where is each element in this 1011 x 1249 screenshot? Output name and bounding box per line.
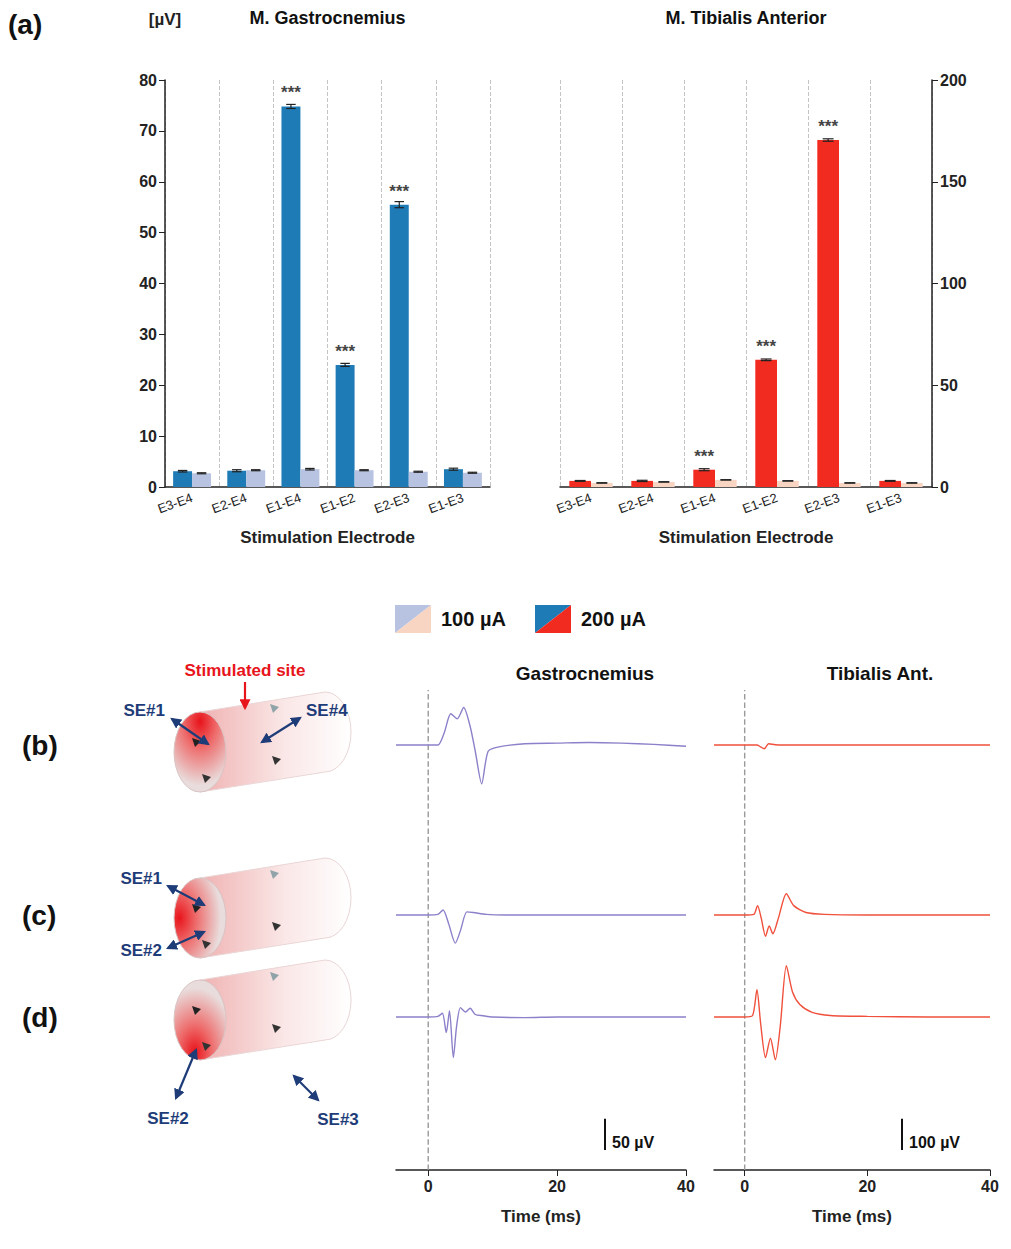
svg-text:40: 40 bbox=[139, 275, 157, 292]
svg-text:***: *** bbox=[756, 337, 776, 356]
svg-text:40: 40 bbox=[981, 1178, 999, 1195]
svg-text:Tibialis Ant.: Tibialis Ant. bbox=[827, 663, 934, 684]
svg-text:200: 200 bbox=[940, 72, 967, 89]
svg-text:100 µV: 100 µV bbox=[909, 1134, 960, 1151]
svg-text:[µV]: [µV] bbox=[149, 10, 181, 29]
svg-text:E1-E2: E1-E2 bbox=[318, 490, 357, 516]
svg-text:SE#1: SE#1 bbox=[120, 869, 162, 888]
svg-text:E3-E4: E3-E4 bbox=[554, 490, 593, 516]
svg-text:50: 50 bbox=[139, 224, 157, 241]
svg-text:0: 0 bbox=[940, 479, 949, 496]
svg-text:***: *** bbox=[818, 117, 838, 136]
svg-text:(c): (c) bbox=[22, 900, 56, 931]
svg-text:Time (ms): Time (ms) bbox=[501, 1207, 581, 1226]
svg-text:0: 0 bbox=[148, 479, 157, 496]
svg-text:30: 30 bbox=[139, 326, 157, 343]
svg-text:50: 50 bbox=[940, 377, 958, 394]
svg-text:100 µA: 100 µA bbox=[441, 608, 506, 630]
svg-text:E1-E2: E1-E2 bbox=[740, 490, 779, 516]
svg-text:SE#1: SE#1 bbox=[123, 701, 165, 720]
svg-text:20: 20 bbox=[139, 377, 157, 394]
svg-text:(a): (a) bbox=[8, 9, 42, 40]
svg-text:M. Tibialis Anterior: M. Tibialis Anterior bbox=[665, 8, 826, 28]
svg-text:200 µA: 200 µA bbox=[581, 608, 646, 630]
svg-text:0: 0 bbox=[740, 1178, 749, 1195]
svg-text:E1-E3: E1-E3 bbox=[426, 490, 465, 516]
svg-text:(b): (b) bbox=[22, 730, 58, 761]
svg-text:E1-E4: E1-E4 bbox=[264, 490, 303, 516]
svg-text:Stimulation Electrode: Stimulation Electrode bbox=[240, 528, 415, 547]
svg-text:SE#3: SE#3 bbox=[317, 1110, 359, 1129]
svg-text:Stimulated site: Stimulated site bbox=[185, 661, 306, 680]
svg-text:E1-E4: E1-E4 bbox=[678, 490, 717, 516]
svg-text:M. Gastrocnemius: M. Gastrocnemius bbox=[249, 8, 405, 28]
svg-text:E2-E3: E2-E3 bbox=[802, 490, 841, 516]
svg-text:40: 40 bbox=[677, 1178, 695, 1195]
svg-text:70: 70 bbox=[139, 122, 157, 139]
svg-text:***: *** bbox=[694, 447, 714, 466]
svg-text:Time (ms): Time (ms) bbox=[812, 1207, 892, 1226]
svg-text:10: 10 bbox=[139, 428, 157, 445]
svg-text:50 µV: 50 µV bbox=[612, 1134, 654, 1151]
svg-text:100: 100 bbox=[940, 275, 967, 292]
svg-text:E3-E4: E3-E4 bbox=[156, 490, 195, 516]
svg-text:150: 150 bbox=[940, 173, 967, 190]
svg-text:Stimulation Electrode: Stimulation Electrode bbox=[659, 528, 834, 547]
svg-text:SE#2: SE#2 bbox=[147, 1109, 189, 1128]
svg-text:E1-E3: E1-E3 bbox=[864, 490, 903, 516]
svg-text:E2-E3: E2-E3 bbox=[372, 490, 411, 516]
svg-text:SE#2: SE#2 bbox=[120, 941, 162, 960]
svg-text:Gastrocnemius: Gastrocnemius bbox=[516, 663, 654, 684]
svg-text:0: 0 bbox=[424, 1178, 433, 1195]
svg-text:60: 60 bbox=[139, 173, 157, 190]
svg-text:***: *** bbox=[281, 83, 301, 102]
svg-text:***: *** bbox=[335, 342, 355, 361]
svg-text:SE#4: SE#4 bbox=[306, 701, 348, 720]
svg-text:E2-E4: E2-E4 bbox=[210, 490, 249, 516]
svg-text:20: 20 bbox=[858, 1178, 876, 1195]
svg-text:E2-E4: E2-E4 bbox=[616, 490, 655, 516]
svg-text:20: 20 bbox=[548, 1178, 566, 1195]
svg-text:80: 80 bbox=[139, 72, 157, 89]
svg-text:(d): (d) bbox=[22, 1002, 58, 1033]
svg-text:***: *** bbox=[389, 182, 409, 201]
